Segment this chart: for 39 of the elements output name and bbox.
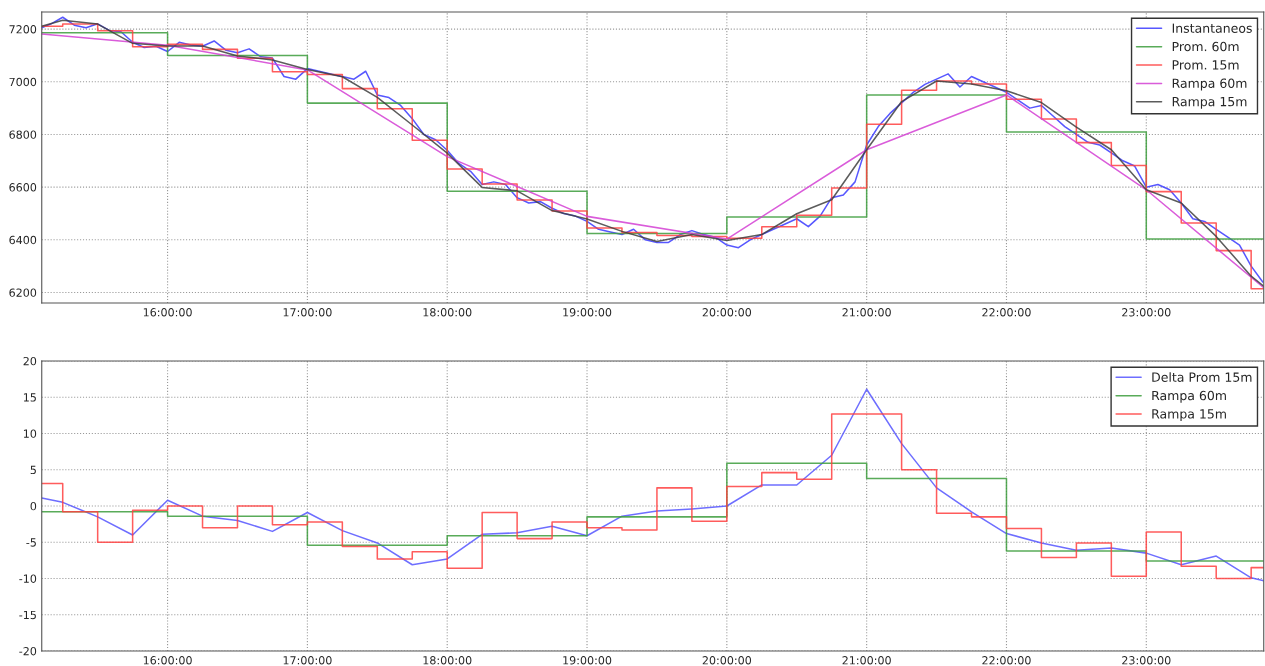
y-tick-label: 15 (23, 393, 36, 402)
x-tick-label: 19:00:00 (563, 308, 612, 317)
x-tick-label: 18:00:00 (423, 308, 472, 317)
legend-label: Rampa 15m (1172, 97, 1247, 109)
x-tick-label: 20:00:00 (702, 656, 752, 665)
x-tick-label: 16:00:00 (143, 656, 192, 665)
y-tick-label: -5 (26, 538, 36, 547)
y-tick-label: -10 (19, 574, 37, 583)
y-tick-label: 6800 (9, 130, 37, 139)
y-tick-label: 7200 (9, 25, 37, 34)
x-tick-label: 17:00:00 (283, 656, 332, 665)
legend-label: Instantaneos (1172, 23, 1252, 33)
x-tick-label: 22:00:00 (982, 656, 1031, 665)
legend-label: Rampa 60m (1172, 78, 1247, 91)
legend-label: Prom. 15m (1172, 60, 1239, 70)
x-tick-label: 23:00:00 (1122, 656, 1171, 665)
x-tick-label: 20:00:00 (702, 308, 752, 317)
legend-label: Prom. 60m (1172, 41, 1239, 52)
y-tick-label: 10 (23, 429, 37, 438)
x-tick-label: 16:00:00 (143, 308, 192, 317)
y-tick-label: 20 (23, 356, 37, 366)
y-tick-label: -15 (19, 610, 36, 620)
x-tick-label: 21:00:00 (842, 308, 891, 317)
legend-label: Delta Prom 15m (1152, 372, 1252, 382)
x-tick-label: 19:00:00 (563, 656, 612, 665)
y-tick-label: 6400 (9, 235, 37, 245)
legend-label: Rampa 15m (1152, 409, 1226, 422)
x-tick-label: 18:00:00 (423, 656, 472, 665)
y-tick-label: 0 (30, 501, 37, 511)
y-tick-label: 5 (30, 465, 36, 475)
y-tick-label: -20 (19, 646, 37, 656)
y-tick-label: 6600 (9, 183, 37, 192)
x-tick-label: 23:00:00 (1122, 308, 1171, 317)
x-tick-label: 21:00:00 (842, 656, 891, 665)
x-tick-label: 22:00:00 (982, 308, 1031, 317)
y-tick-label: 6200 (9, 288, 37, 297)
legend-label: Rampa 60m (1152, 390, 1226, 403)
x-tick-label: 17:00:00 (283, 308, 332, 317)
y-tick-label: 7000 (9, 77, 37, 87)
